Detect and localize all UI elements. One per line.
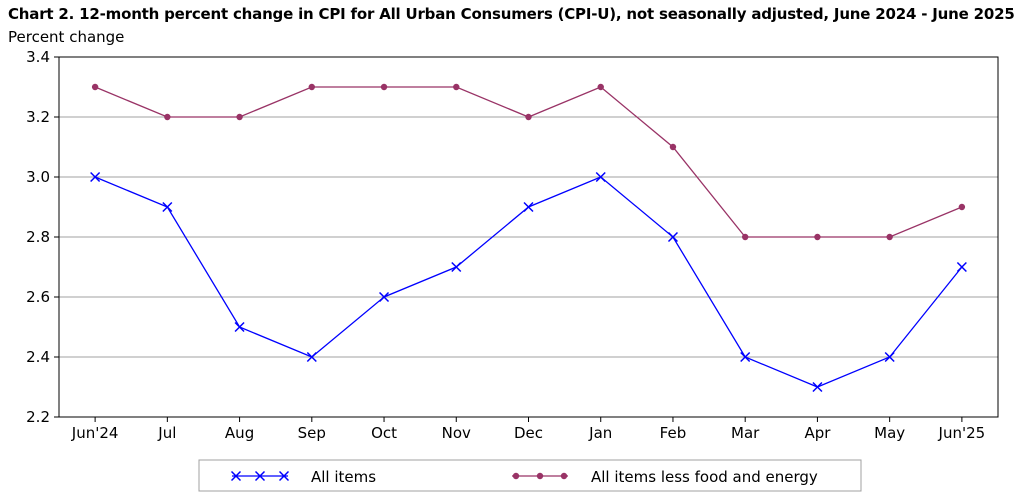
series-2-marker — [164, 113, 171, 121]
series-1-marker — [956, 261, 967, 273]
series-1-marker — [379, 291, 390, 303]
x-tick-label: Sep — [298, 424, 326, 442]
x-tick-label: Nov — [442, 424, 471, 442]
y-tick-label: 3.4 — [26, 48, 50, 66]
legend-item: All items — [230, 468, 376, 486]
x-axis: Jun'24 Jul Aug Sep Oct Nov Dec Jan Feb Mar Apr May J… — [71, 417, 985, 442]
legend-marker — [560, 472, 568, 480]
legend-label: All items less food and energy — [591, 468, 818, 486]
y-tick-label: 3.0 — [26, 168, 50, 186]
series-2-marker — [669, 143, 677, 151]
series-2-marker — [91, 83, 99, 91]
x-tick-label: Aug — [225, 424, 254, 442]
legend-marker — [254, 470, 266, 482]
x-tick-label: Jun'24 — [71, 424, 119, 442]
legend-marker — [278, 470, 290, 482]
series-1-marker — [90, 171, 101, 183]
series-1-marker — [523, 201, 534, 213]
series-1-marker — [884, 351, 895, 363]
x-tick-label: Apr — [804, 424, 831, 442]
series-2-marker — [453, 83, 460, 91]
x-tick-label: May — [874, 424, 905, 442]
series-1-marker — [667, 231, 678, 243]
x-tick-label: Jul — [157, 424, 176, 442]
series-2-marker — [380, 83, 388, 91]
series-2-marker — [886, 233, 893, 241]
series-1-marker — [812, 381, 823, 393]
legend-marker — [512, 472, 520, 480]
y-tick-label: 2.6 — [26, 288, 50, 306]
legend-marker — [536, 472, 544, 480]
x-tick-label: Feb — [660, 424, 687, 442]
series-1-line — [94, 176, 963, 388]
series-2-marker — [308, 83, 316, 91]
legend: All items All items less food and energy — [198, 459, 862, 492]
series-1-marker — [451, 261, 462, 273]
y-tick-label: 2.4 — [26, 348, 50, 366]
x-tick-label: Jun'25 — [938, 424, 986, 442]
y-axis: 2.2 2.4 2.6 2.8 3.0 3.2 3.4 — [26, 48, 59, 426]
series-1 — [90, 171, 967, 393]
chart-title: Chart 2. 12-month percent change in CPI … — [8, 5, 1015, 23]
series-1-marker — [740, 351, 751, 363]
x-tick-label: Dec — [514, 424, 543, 442]
y-tick-label: 2.8 — [26, 228, 50, 246]
series-1-marker — [306, 351, 317, 363]
series-2 — [91, 83, 966, 241]
x-tick-label: Jan — [588, 424, 612, 442]
legend-item: All items less food and energy — [512, 468, 818, 486]
x-tick-label: Oct — [371, 424, 397, 442]
series-1-marker — [162, 201, 173, 213]
series — [90, 83, 967, 393]
series-2-marker — [814, 233, 821, 241]
legend-marker — [230, 470, 242, 482]
series-1-marker — [234, 321, 245, 333]
legend-label: All items — [311, 468, 376, 486]
series-2-marker — [236, 113, 243, 121]
y-tick-label: 2.2 — [26, 408, 50, 426]
x-tick-label: Mar — [731, 424, 760, 442]
series-2-line — [94, 86, 963, 238]
series-2-marker — [958, 203, 966, 211]
series-2-marker — [525, 113, 532, 121]
series-2-marker — [741, 233, 749, 241]
y-axis-label: Percent change — [8, 28, 125, 46]
series-2-marker — [597, 83, 604, 91]
y-tick-label: 3.2 — [26, 108, 50, 126]
series-1-marker — [595, 171, 606, 183]
